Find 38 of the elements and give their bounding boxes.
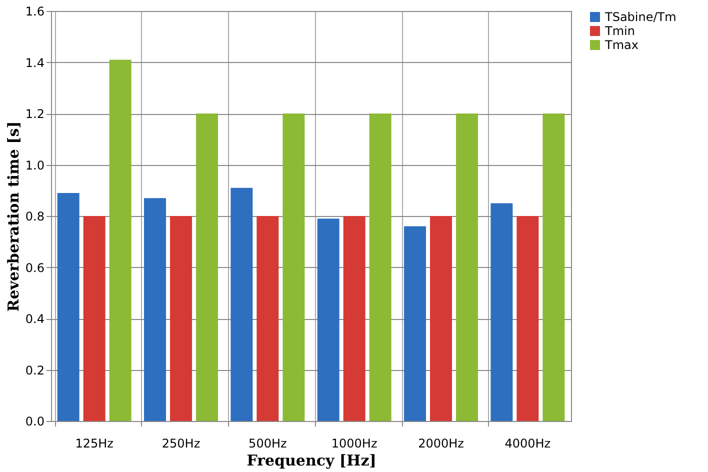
y-tick-label: 0.0 [25,414,44,428]
bar [369,114,392,421]
bar [516,216,539,421]
x-tick-label: 250Hz [162,436,200,450]
x-tick-label: 2000Hz [418,436,464,450]
legend-label: Tmax [604,38,638,52]
y-tick-label: 0.6 [25,260,44,275]
bar [282,114,305,421]
y-tick-label: 0.8 [25,210,44,224]
bar [230,188,253,421]
x-tick-label: 4000Hz [504,436,551,450]
y-tick-label: 1.2 [25,107,44,121]
bar [109,60,132,421]
bar [456,114,478,421]
bar [343,216,366,421]
bar [83,216,106,421]
bar [170,216,192,421]
bar [542,114,565,421]
bar [57,192,80,421]
bar [196,114,218,421]
y-tick-label: 1.4 [25,56,44,70]
y-tick-label: 0.4 [25,312,44,326]
bar [430,216,452,421]
x-tick-label: 125Hz [75,436,114,450]
bar [490,203,513,421]
bar [256,216,279,421]
bar [317,218,340,421]
x-tick-label: 1000Hz [331,436,378,450]
y-axis-title: Reverberation time [s] [4,121,22,312]
bar [404,226,426,421]
legend-label: Tmin [604,24,635,38]
x-axis-title: Frequency [Hz] [246,452,376,470]
y-tick-label: 1.0 [25,158,44,172]
x-tick-label: 500Hz [248,436,287,450]
y-tick-label: 0.2 [25,363,44,378]
bar [144,198,166,421]
y-tick-label: 1.6 [25,4,44,18]
legend-label: TSabine/Tm [604,10,676,24]
